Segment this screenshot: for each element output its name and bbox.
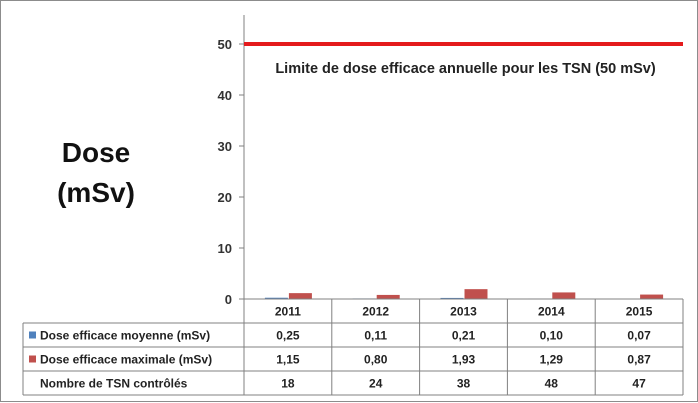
table-row-label-0: Nombre de TSN contrôlés — [40, 377, 188, 391]
legend-label-0: Dose efficace moyenne (mSv) — [40, 329, 210, 343]
data-label-series-0-2013: 0,21 — [452, 329, 476, 343]
bar-series-1-2014 — [552, 292, 576, 299]
data-label-series-0-2012: 0,11 — [364, 329, 387, 343]
y-tick-label-2: 20 — [218, 190, 232, 205]
data-label-series-1-2011: 1,15 — [276, 353, 300, 367]
table-cell-0-2011: 18 — [281, 377, 295, 391]
reference-line-group: Limite de dose efficace annuelle pour le… — [244, 42, 683, 77]
data-label-series-1-2014: 1,29 — [540, 353, 564, 367]
data-label-series-0-2015: 0,07 — [627, 329, 651, 343]
y-tick-label-4: 40 — [218, 88, 232, 103]
data-label-series-1-2015: 0,87 — [627, 353, 651, 367]
data-label-series-1-2013: 1,93 — [452, 353, 476, 367]
y-tick-label-0: 0 — [225, 292, 232, 307]
x-tick-label-2015: 2015 — [626, 305, 653, 319]
y-tick-label-3: 30 — [218, 139, 232, 154]
table-cell-0-2015: 47 — [632, 377, 646, 391]
bar-series-0-2013 — [440, 297, 464, 299]
data-label-series-1-2012: 0,80 — [364, 353, 388, 367]
x-tick-label-2012: 2012 — [362, 305, 389, 319]
data-label-series-0-2011: 0,25 — [276, 329, 300, 343]
table-cell-0-2014: 48 — [545, 377, 559, 391]
y-tick-label-1: 10 — [218, 241, 232, 256]
bars — [264, 289, 664, 300]
table-cell-0-2012: 24 — [369, 377, 383, 391]
legend-key-1 — [29, 355, 36, 363]
y-tick-labels: 0 10 20 30 40 50 — [218, 37, 244, 307]
x-tick-label-2011: 2011 — [275, 305, 301, 319]
bar-series-1-2013 — [464, 289, 488, 299]
bar-series-1-2015 — [640, 294, 664, 299]
bar-series-1-2011 — [288, 293, 312, 299]
table-cell-0-2013: 38 — [457, 377, 471, 391]
bar-series-0-2011 — [264, 297, 288, 299]
y-tick-label-5: 50 — [218, 37, 232, 52]
data-label-series-0-2014: 0,10 — [540, 329, 564, 343]
y-axis-label-line-2: (mSv) — [57, 177, 135, 208]
y-axis-label: Dose (mSv) — [57, 137, 135, 208]
x-tick-label-2013: 2013 — [450, 305, 477, 319]
reference-line-label: Limite de dose efficace annuelle pour le… — [275, 61, 656, 77]
legend-key-0 — [29, 331, 36, 339]
data-table: 2011 2012 2013 2014 2015 Dose efficace moyenn… — [22, 298, 684, 396]
legend-label-1: Dose efficace maximale (mSv) — [40, 353, 212, 367]
bar-series-1-2012 — [376, 294, 400, 299]
x-tick-label-2014: 2014 — [538, 305, 565, 319]
y-axis-label-line-1: Dose — [62, 137, 130, 168]
